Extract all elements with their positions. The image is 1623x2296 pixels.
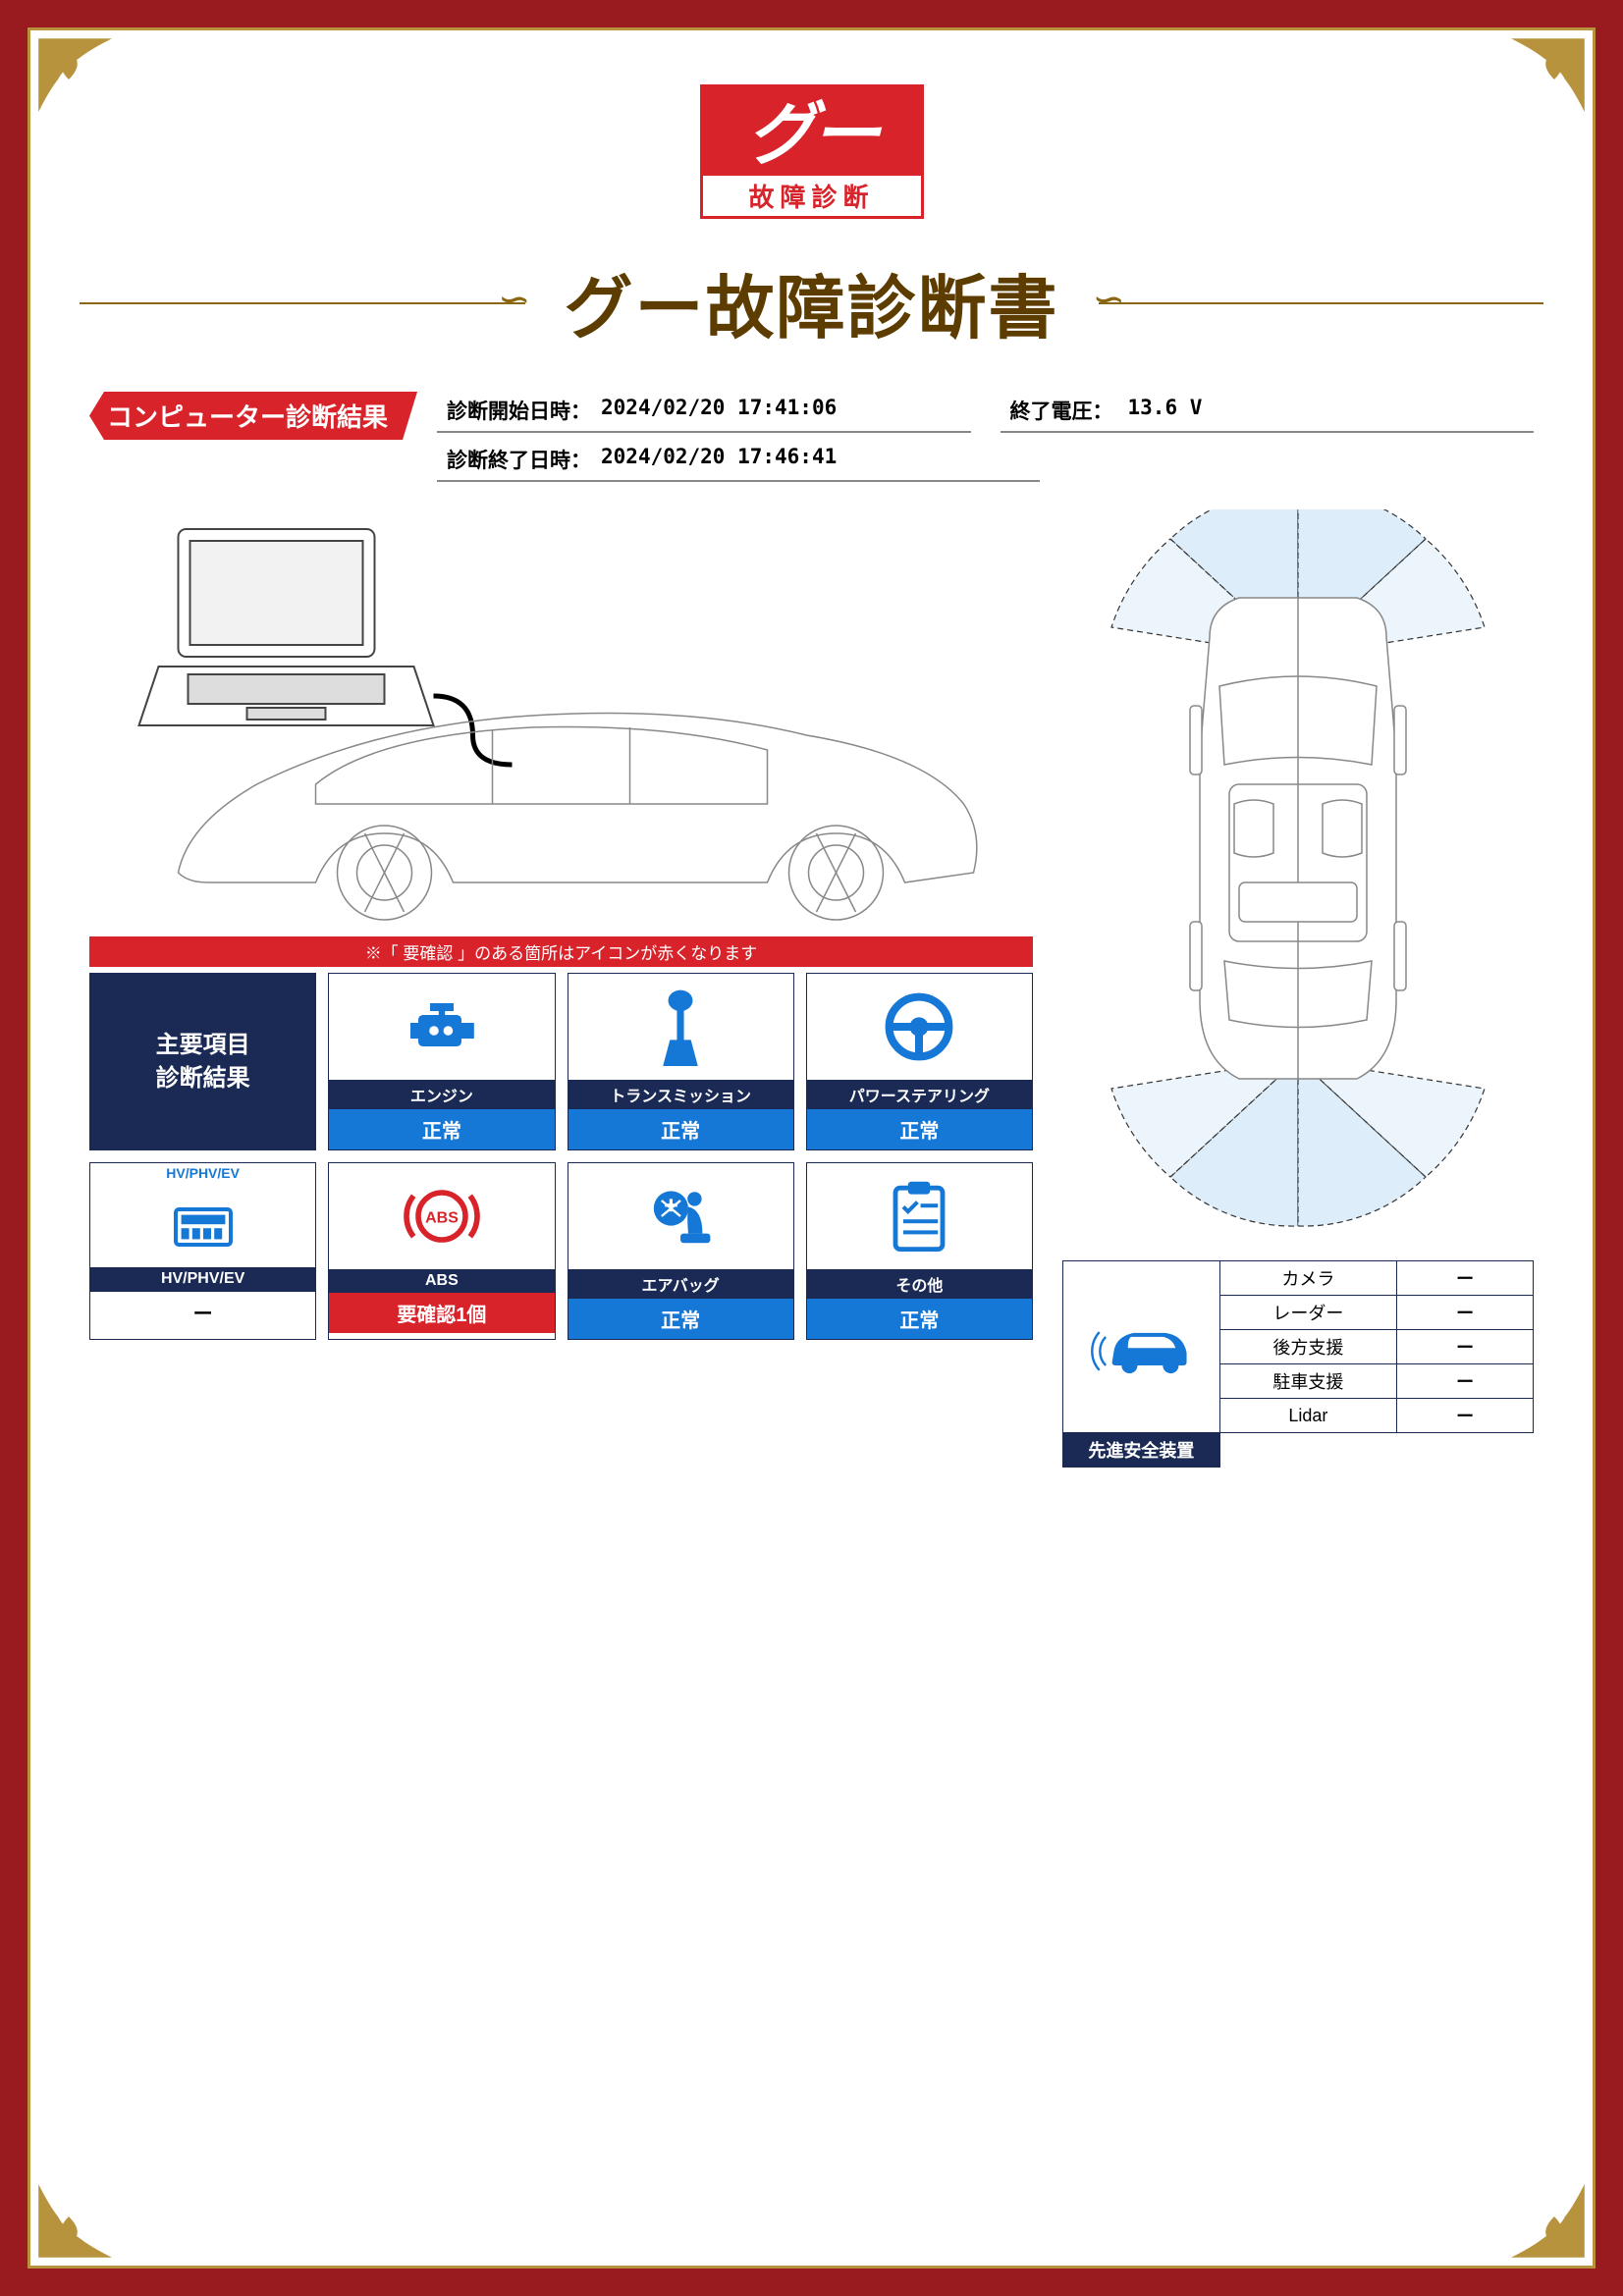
diag-airbag-cell: エアバッグ 正常 bbox=[568, 1162, 794, 1340]
transmission-icon bbox=[568, 974, 793, 1080]
safety-header-cell: 先進安全装置 bbox=[1063, 1433, 1220, 1468]
section-row: コンピューター診断結果 診断開始日時： 2024/02/20 17:41:06 … bbox=[30, 392, 1593, 490]
diag-abs-cell: ABS ABS 要確認1個 bbox=[328, 1162, 555, 1340]
diag-other-status: 正常 bbox=[807, 1299, 1032, 1339]
diag-hv-status: ー bbox=[90, 1291, 315, 1332]
diag-airbag-status: 正常 bbox=[568, 1299, 793, 1339]
safety-row-label-1: レーダー bbox=[1219, 1296, 1396, 1330]
info-voltage-row: 終了電圧： 13.6 V bbox=[1001, 392, 1535, 433]
safety-row-label-3: 駐車支援 bbox=[1219, 1364, 1396, 1399]
corner-ornament-tr bbox=[1479, 36, 1587, 144]
safety-row-value-1: ー bbox=[1397, 1296, 1534, 1330]
safety-row-value-4: ー bbox=[1397, 1399, 1534, 1433]
info-end-value: 2024/02/20 17:46:41 bbox=[601, 445, 837, 474]
diag-steering-cell: パワーステアリング 正常 bbox=[806, 973, 1033, 1150]
diagram-right-column: カメラ ー レーダー ー 後方支援 ー 駐車支援 ー bbox=[1062, 509, 1534, 1468]
diag-steering-status: 正常 bbox=[807, 1109, 1032, 1149]
logo-red-box: グー bbox=[700, 84, 924, 173]
diagram-left-column: ※「 要確認 」のある箇所はアイコンが赤くなります 主要項目診断結果 エンジン … bbox=[89, 509, 1033, 1468]
corner-ornament-tl bbox=[36, 36, 144, 144]
diag-abs-status: 要確認1個 bbox=[329, 1293, 554, 1333]
clipboard-icon bbox=[807, 1163, 1032, 1269]
logo-brand-text: グー bbox=[747, 80, 877, 179]
diag-other-label: その他 bbox=[807, 1269, 1032, 1299]
safety-row-value-2: ー bbox=[1397, 1330, 1534, 1364]
safety-table: カメラ ー レーダー ー 後方支援 ー 駐車支援 ー bbox=[1062, 1260, 1534, 1468]
diag-transmission-status: 正常 bbox=[568, 1109, 793, 1149]
info-block: 診断開始日時： 2024/02/20 17:41:06 終了電圧： 13.6 V… bbox=[437, 392, 1534, 490]
info-voltage-value: 13.6 V bbox=[1128, 396, 1203, 425]
safety-row-label-0: カメラ bbox=[1219, 1261, 1396, 1296]
diag-header-cell: 主要項目診断結果 bbox=[89, 973, 316, 1150]
section-ribbon: コンピューター診断結果 bbox=[89, 392, 417, 440]
diagram-row: ※「 要確認 」のある箇所はアイコンが赤くなります 主要項目診断結果 エンジン … bbox=[30, 490, 1593, 1468]
inner-frame: グー 故障診断 グー故障診断書 コンピューター診断結果 診断開始日時： 2024… bbox=[27, 27, 1596, 2269]
info-start-row: 診断開始日時： 2024/02/20 17:41:06 bbox=[437, 392, 971, 433]
diag-hv-top-label: HV/PHV/EV bbox=[90, 1163, 315, 1183]
hv-battery-icon bbox=[90, 1183, 315, 1267]
safety-row-value-0: ー bbox=[1397, 1261, 1534, 1296]
diag-engine-cell: エンジン 正常 bbox=[328, 973, 555, 1150]
page-frame: グー 故障診断 グー故障診断書 コンピューター診断結果 診断開始日時： 2024… bbox=[0, 0, 1623, 2296]
laptop-car-diagram bbox=[89, 509, 1033, 922]
info-start-value: 2024/02/20 17:41:06 bbox=[601, 396, 837, 425]
diag-airbag-label: エアバッグ bbox=[568, 1269, 793, 1299]
diag-hv-label: HV/PHV/EV bbox=[90, 1267, 315, 1291]
info-start-label: 診断開始日時： bbox=[447, 396, 591, 425]
safety-car-icon bbox=[1090, 1310, 1193, 1379]
title-rule-left bbox=[80, 302, 525, 304]
diag-transmission-label: トランスミッション bbox=[568, 1080, 793, 1109]
info-end-label: 診断終了日時： bbox=[447, 445, 591, 474]
safety-car-icon-cell bbox=[1063, 1261, 1220, 1433]
info-end-row: 診断終了日時： 2024/02/20 17:46:41 bbox=[437, 441, 1040, 482]
steering-wheel-icon bbox=[807, 974, 1032, 1080]
info-voltage-label: 終了電圧： bbox=[1010, 396, 1118, 425]
diag-header-label: 主要項目診断結果 bbox=[90, 974, 315, 1149]
safety-empty-cell bbox=[1219, 1433, 1533, 1468]
engine-icon bbox=[329, 974, 554, 1080]
abs-icon: ABS bbox=[329, 1163, 554, 1269]
diagnostic-grid: 主要項目診断結果 エンジン 正常 トランスミッション bbox=[89, 973, 1033, 1340]
safety-row-label-4: Lidar bbox=[1219, 1399, 1396, 1433]
diag-abs-label: ABS bbox=[329, 1269, 554, 1293]
diag-engine-label: エンジン bbox=[329, 1080, 554, 1109]
title-row: グー故障診断書 bbox=[30, 253, 1593, 352]
document-title: グー故障診断書 bbox=[525, 253, 1099, 352]
safety-row-value-3: ー bbox=[1397, 1364, 1534, 1399]
logo-block: グー 故障診断 bbox=[30, 84, 1593, 219]
diag-steering-label: パワーステアリング bbox=[807, 1080, 1032, 1109]
logo-subtitle: 故障診断 bbox=[700, 173, 924, 219]
title-rule-right bbox=[1099, 302, 1544, 304]
diag-other-cell: その他 正常 bbox=[806, 1162, 1033, 1340]
svg-text:ABS: ABS bbox=[425, 1209, 459, 1226]
car-topview-diagram bbox=[1062, 509, 1534, 1246]
airbag-icon bbox=[568, 1163, 793, 1269]
corner-ornament-br bbox=[1479, 2152, 1587, 2260]
diag-hv-cell: HV/PHV/EV HV/PHV/EV ー bbox=[89, 1162, 316, 1340]
diag-transmission-cell: トランスミッション 正常 bbox=[568, 973, 794, 1150]
note-bar: ※「 要確認 」のある箇所はアイコンが赤くなります bbox=[89, 936, 1033, 967]
safety-row-label-2: 後方支援 bbox=[1219, 1330, 1396, 1364]
diag-engine-status: 正常 bbox=[329, 1109, 554, 1149]
corner-ornament-bl bbox=[36, 2152, 144, 2260]
